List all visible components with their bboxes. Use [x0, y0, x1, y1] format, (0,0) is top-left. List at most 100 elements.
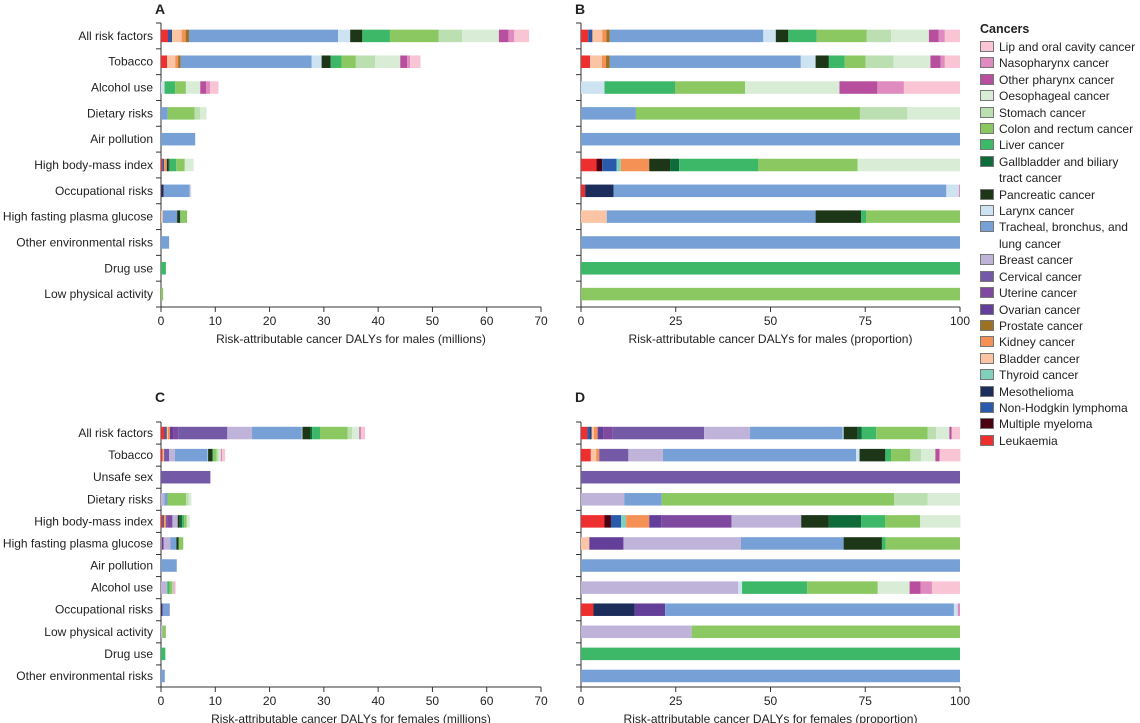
- bar-segment-colon: [581, 287, 960, 301]
- legend-item-bladder: Bladder cancer: [980, 351, 1140, 367]
- legend-item-myeloma: Multiple myeloma: [980, 416, 1140, 432]
- bar-segment-stomach: [186, 493, 189, 506]
- legend-label: Gallbladder and biliary tract cancer: [999, 154, 1119, 186]
- bar-segment-pancreas: [321, 55, 331, 68]
- legend-swatch: [980, 287, 994, 299]
- bar-segment-lung: [750, 426, 843, 440]
- bar-segment-uterine: [661, 515, 732, 528]
- bar-segment-bladder: [166, 426, 168, 440]
- bar-segment-myeloma: [596, 158, 603, 172]
- bar-segment-liver: [169, 158, 177, 172]
- bar-segment-bladder: [590, 448, 597, 462]
- legend-label: Leukaemia: [999, 433, 1058, 448]
- legend-swatch: [980, 155, 994, 167]
- bar-segment-kidney: [593, 426, 598, 440]
- bar-segment-kidney: [602, 29, 607, 43]
- bar-segment-liver: [742, 581, 808, 594]
- risk-label: Other environmental risks: [16, 669, 153, 683]
- bar-segment-liver: [679, 158, 759, 172]
- risk-label: Occupational risks: [55, 184, 153, 198]
- x-tick-label: 75: [859, 694, 873, 708]
- legend-item-colon: Colon and rectum cancer: [980, 121, 1140, 137]
- bar-segment-meso: [161, 184, 164, 198]
- bar-segment-lung: [161, 107, 168, 120]
- bar-segment-liver: [581, 647, 960, 661]
- bar-segment-lung: [162, 603, 170, 616]
- bar-segment-lung: [581, 669, 960, 683]
- panel-letter: A: [155, 1, 165, 17]
- bar-segment-nhl: [167, 29, 172, 43]
- x-axis-title: Risk-attributable cancer DALYs for femal…: [624, 712, 918, 723]
- risk-label: Air pollution: [90, 559, 153, 573]
- bar-segment-pancreas: [775, 29, 789, 43]
- bar-segment-colon: [176, 158, 185, 172]
- x-tick-label: 30: [317, 314, 331, 328]
- bar-segment-lung: [662, 448, 857, 462]
- legend-swatch: [980, 270, 994, 282]
- bar-segment-leuk: [581, 158, 597, 172]
- legend-swatch: [980, 254, 994, 266]
- legend-item-larynx: Larynx cancer: [980, 203, 1140, 219]
- bar-segment-ovarian: [166, 515, 168, 528]
- legend: Cancers Lip and oral cavity cancer Nasoph…: [980, 22, 1140, 449]
- bar-segment-pharynx: [200, 81, 206, 94]
- bar-segment-pancreas: [843, 537, 882, 550]
- x-tick-label: 40: [371, 314, 385, 328]
- bar-segment-lung: [665, 603, 954, 616]
- legend-item-lung: Tracheal, bronchus, and lung cancer: [980, 219, 1140, 252]
- bar-segment-liver: [212, 448, 214, 462]
- bar-segment-pancreas: [176, 537, 179, 550]
- bar-segment-naso: [958, 184, 960, 198]
- bar-segment-kidney: [181, 29, 186, 43]
- bar-segment-bladder: [581, 210, 607, 223]
- bar-segment-prostate: [185, 29, 189, 43]
- legend-label: Liver cancer: [999, 138, 1065, 153]
- bar-segment-liver: [861, 426, 877, 440]
- bar-segment-bladder: [172, 29, 182, 43]
- legend-swatch: [980, 303, 994, 315]
- bar-segment-larynx: [338, 29, 351, 43]
- bar-segment-larynx: [301, 426, 303, 440]
- bar-segment-liver: [828, 55, 845, 68]
- legend-item-naso: Nasopharynx cancer: [980, 55, 1140, 71]
- bar-segment-lip: [514, 29, 530, 43]
- x-tick-label: 30: [317, 694, 331, 708]
- x-tick-label: 60: [480, 314, 494, 328]
- x-tick-label: 50: [764, 694, 778, 708]
- x-tick-label: 0: [578, 694, 585, 708]
- bar-segment-colon: [184, 515, 187, 528]
- risk-label: Tobacco: [108, 55, 153, 69]
- bar-segment-naso: [920, 581, 932, 594]
- bar-segment-ovarian: [169, 426, 174, 440]
- bar-segment-gall: [168, 158, 170, 172]
- bar-segment-gall: [179, 515, 183, 528]
- bar-segment-liver: [330, 55, 342, 68]
- legend-item-meso: Mesothelioma: [980, 384, 1140, 400]
- bar-segment-liver: [362, 29, 390, 43]
- bar-segment-lung: [162, 210, 178, 223]
- bar-segment-oesoph: [188, 493, 192, 506]
- bar-segment-colon: [178, 537, 184, 550]
- bar-segment-lung: [161, 669, 165, 683]
- bar-segment-colon: [866, 210, 960, 223]
- bar-segment-cervical: [164, 448, 170, 462]
- x-tick-label: 25: [669, 694, 683, 708]
- legend-label: Colon and rectum cancer: [999, 122, 1134, 137]
- bar-segment-lung: [613, 184, 947, 198]
- risk-label: Low physical activity: [44, 287, 153, 301]
- bar-segment-leuk: [581, 55, 591, 68]
- bar-segment-cervical: [599, 448, 629, 462]
- bar-segment-colon: [162, 625, 166, 639]
- bar-segment-oesoph: [200, 107, 207, 120]
- legend-item-cervical: Cervical cancer: [980, 269, 1140, 285]
- bar-segment-colon: [213, 448, 217, 462]
- bar-segment-uterine: [167, 515, 173, 528]
- x-tick-label: 50: [426, 694, 440, 708]
- bar-segment-gall: [310, 426, 313, 440]
- bar-segment-breast: [704, 426, 751, 440]
- bar-segment-kidney: [164, 515, 167, 528]
- legend-swatch: [980, 434, 994, 446]
- bar-segment-kidney: [601, 55, 607, 68]
- risk-label: Dietary risks: [87, 106, 153, 120]
- bar-segment-lung: [252, 426, 302, 440]
